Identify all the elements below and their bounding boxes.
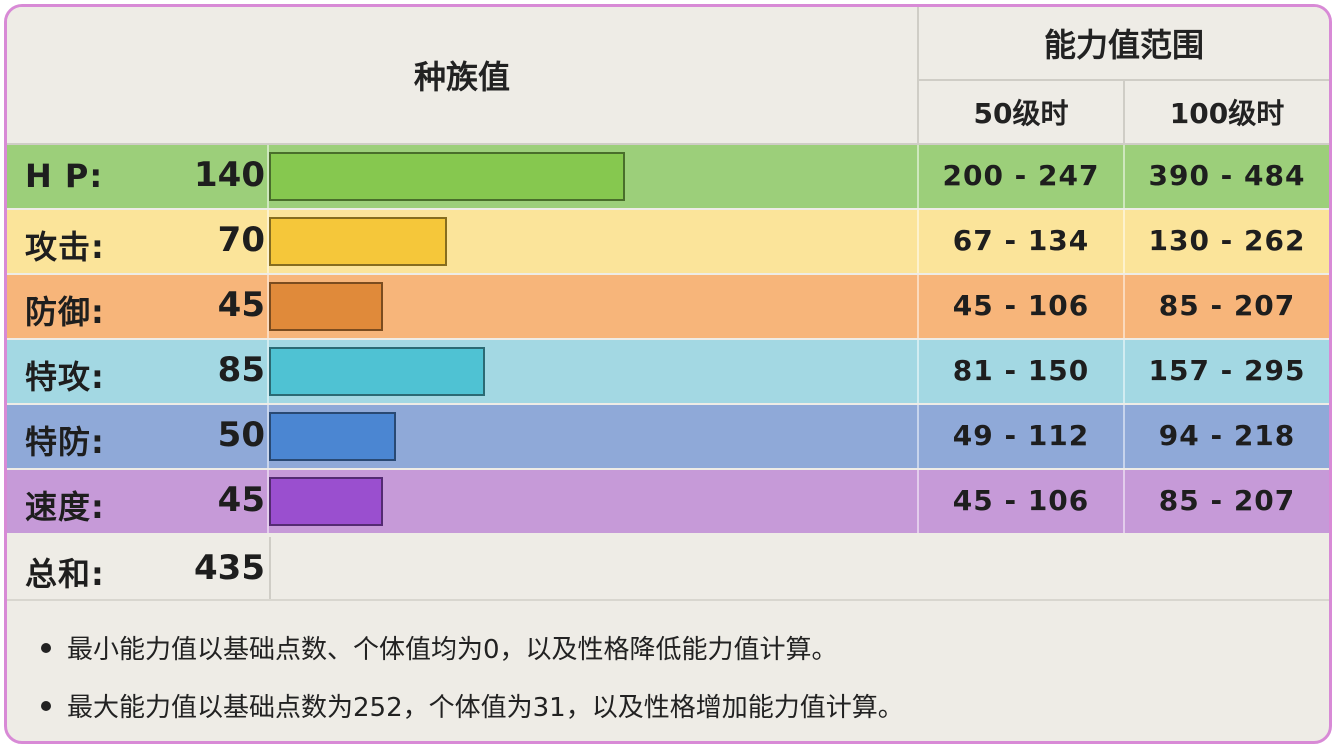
stat-value: 85 bbox=[217, 350, 265, 390]
range-level100: 390 - 484 bbox=[1148, 159, 1306, 192]
level50-header: 50级时 bbox=[919, 81, 1123, 143]
stat-row: H P: 140 200 - 247 390 - 484 bbox=[7, 145, 1329, 208]
stat-bar bbox=[269, 347, 485, 396]
range-level50: 81 - 150 bbox=[952, 354, 1090, 387]
stat-bar bbox=[269, 412, 396, 461]
range-level50: 45 - 106 bbox=[952, 289, 1090, 322]
range-level100: 94 - 218 bbox=[1158, 419, 1296, 452]
stat-label: 速度: bbox=[25, 488, 105, 526]
stat-value: 45 bbox=[217, 480, 265, 520]
row-divider bbox=[917, 340, 919, 403]
bullet-icon bbox=[41, 642, 51, 653]
header-divider bbox=[917, 7, 919, 143]
stat-row: 防御: 45 45 - 106 85 - 207 bbox=[7, 275, 1329, 338]
range-level50: 45 - 106 bbox=[952, 484, 1090, 517]
stat-label: H P: bbox=[25, 157, 104, 195]
level100-header: 100级时 bbox=[1125, 81, 1329, 143]
row-divider bbox=[269, 537, 271, 599]
stat-value: 70 bbox=[217, 220, 265, 260]
total-value: 435 bbox=[194, 548, 265, 588]
stat-label: 攻击: bbox=[25, 228, 105, 266]
stat-label: 特防: bbox=[25, 423, 105, 461]
row-divider bbox=[917, 405, 919, 468]
row-divider bbox=[917, 210, 919, 273]
row-divider bbox=[1123, 340, 1125, 403]
row-divider bbox=[267, 405, 269, 468]
header-divider bbox=[7, 143, 1329, 145]
stat-row: 特攻: 85 81 - 150 157 - 295 bbox=[7, 340, 1329, 403]
row-divider bbox=[267, 340, 269, 403]
row-divider bbox=[267, 275, 269, 338]
stat-range-title: 能力值范围 bbox=[1043, 26, 1204, 64]
row-divider bbox=[267, 470, 269, 533]
stat-value: 140 bbox=[194, 155, 265, 195]
range-level100: 130 - 262 bbox=[1148, 224, 1306, 257]
note-max-text: 最大能力值以基础点数为252，个体值为31，以及性格增加能力值计算。 bbox=[67, 693, 904, 723]
total-label: 总和: bbox=[25, 555, 105, 593]
stat-row: 速度: 45 45 - 106 85 - 207 bbox=[7, 470, 1329, 533]
bullet-icon bbox=[41, 700, 51, 711]
row-divider bbox=[1123, 210, 1125, 273]
stat-bar bbox=[269, 217, 447, 266]
stat-value: 45 bbox=[217, 285, 265, 325]
range-level50: 200 - 247 bbox=[942, 159, 1100, 192]
stat-label: 防御: bbox=[25, 293, 105, 331]
row-divider bbox=[1123, 470, 1125, 533]
range-level100: 157 - 295 bbox=[1148, 354, 1306, 387]
stat-label: 特攻: bbox=[25, 358, 105, 396]
stat-bar bbox=[269, 282, 383, 331]
footer-divider bbox=[7, 599, 1329, 601]
row-divider bbox=[1123, 275, 1125, 338]
stat-range-header: 能力值范围 bbox=[919, 7, 1329, 79]
base-stats-title: 种族值 bbox=[413, 58, 510, 96]
stat-bar bbox=[269, 152, 625, 201]
header-divider bbox=[1123, 79, 1125, 143]
row-divider bbox=[917, 470, 919, 533]
note-min-text: 最小能力值以基础点数、个体值均为0，以及性格降低能力值计算。 bbox=[67, 635, 838, 665]
row-divider bbox=[1123, 145, 1125, 208]
range-level50: 67 - 134 bbox=[952, 224, 1090, 257]
base-stats-header: 种族值 bbox=[7, 7, 917, 143]
note-min: 最小能力值以基础点数、个体值均为0，以及性格降低能力值计算。 bbox=[41, 629, 838, 666]
stats-panel: 种族值 能力值范围 50级时 100级时 H P: 140 200 - 247 390… bbox=[4, 4, 1332, 744]
range-level100: 85 - 207 bbox=[1158, 289, 1296, 322]
total-row: 总和: 435 bbox=[7, 537, 1329, 599]
stat-value: 50 bbox=[217, 415, 265, 455]
row-divider bbox=[917, 145, 919, 208]
stat-row: 攻击: 70 67 - 134 130 - 262 bbox=[7, 210, 1329, 273]
row-divider bbox=[917, 275, 919, 338]
stat-bar bbox=[269, 477, 383, 526]
range-level100: 85 - 207 bbox=[1158, 484, 1296, 517]
level100-label: 100级时 bbox=[1169, 97, 1285, 130]
range-level50: 49 - 112 bbox=[952, 419, 1090, 452]
row-divider bbox=[1123, 405, 1125, 468]
level50-label: 50级时 bbox=[973, 97, 1069, 130]
note-max: 最大能力值以基础点数为252，个体值为31，以及性格增加能力值计算。 bbox=[41, 687, 904, 724]
stat-row: 特防: 50 49 - 112 94 - 218 bbox=[7, 405, 1329, 468]
row-divider bbox=[267, 210, 269, 273]
row-divider bbox=[267, 145, 269, 208]
